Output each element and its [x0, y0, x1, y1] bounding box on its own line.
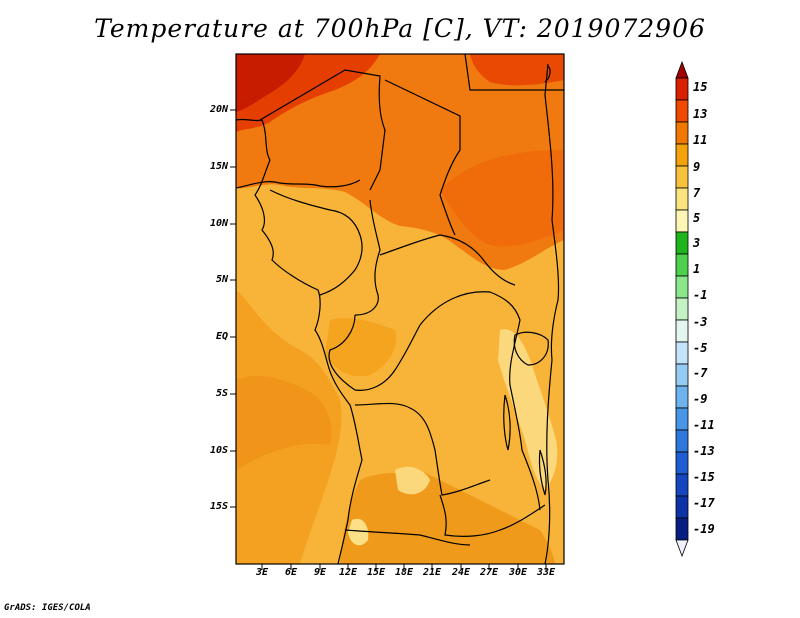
lon-label: 30E — [508, 567, 528, 578]
car-border — [379, 234, 516, 286]
colorbar-label: 7 — [693, 186, 701, 200]
niger-border — [259, 69, 386, 191]
colorbar-label: 15 — [693, 80, 708, 94]
borders — [236, 54, 564, 564]
colorbar-label: 3 — [693, 236, 701, 250]
zambia-border — [439, 494, 546, 537]
colorbar-bottom-arrow — [675, 539, 689, 558]
colorbar-swatch — [675, 385, 689, 409]
colorbar-label: -11 — [693, 418, 715, 432]
colorbar-label: -3 — [693, 315, 708, 329]
colorbar-label: 9 — [693, 160, 701, 174]
lon-label: 18E — [394, 567, 414, 578]
lake-malawi — [538, 449, 547, 496]
colorbar-swatch — [675, 407, 689, 431]
colorbar-label: -5 — [693, 341, 708, 355]
colorbar — [675, 60, 689, 558]
colorbar-swatch — [675, 187, 689, 211]
colorbar-label: -19 — [693, 522, 715, 536]
colorbar-swatch — [675, 297, 689, 321]
colorbar-swatch — [675, 495, 689, 519]
drc-border — [419, 291, 541, 511]
lat-label: 20N — [209, 104, 228, 115]
lat-label: 15S — [209, 501, 228, 512]
east-border — [544, 63, 560, 564]
lon-label: 6E — [284, 567, 298, 578]
temp-band-9-11-south — [340, 470, 555, 564]
colorbar-label: 5 — [693, 211, 701, 225]
temp-band-5-7-patch2 — [348, 518, 369, 546]
colorbar-swatch — [675, 451, 689, 475]
lon-label: 24E — [451, 567, 471, 578]
lat-label: 15N — [209, 161, 228, 172]
colorbar-label: -1 — [693, 288, 708, 302]
colorbar-swatch — [675, 77, 689, 101]
nile-feature — [544, 65, 551, 83]
lat-label: 5S — [215, 388, 228, 399]
lon-label: 15E — [366, 567, 386, 578]
temp-band-13-15-ne — [470, 54, 564, 86]
colorbar-swatch — [675, 253, 689, 277]
west-coastline — [236, 118, 363, 564]
colorbar-swatch — [675, 517, 689, 541]
colorbar-swatch — [675, 319, 689, 343]
colorbar-label: -13 — [693, 444, 715, 458]
colorbar-swatch — [675, 231, 689, 255]
colorbar-swatch — [675, 363, 689, 387]
lon-label: 27E — [479, 567, 499, 578]
colorbar-label: 11 — [693, 133, 708, 147]
colorbar-swatch — [675, 99, 689, 123]
lat-label: 10S — [209, 445, 228, 456]
lon-label: 12E — [338, 567, 358, 578]
temp-band-5-7-patch — [395, 466, 430, 495]
colorbar-swatch — [675, 429, 689, 453]
namibia-border — [344, 529, 471, 546]
temp-band-9-11-center — [325, 318, 397, 377]
map-frame — [235, 53, 565, 565]
temperature-field — [236, 54, 564, 564]
colorbar-label: -9 — [693, 392, 708, 406]
colorbar-label: -7 — [693, 366, 708, 380]
colorbar-swatch — [675, 165, 689, 189]
lon-label: 33E — [536, 567, 556, 578]
temp-band-11-13-east — [440, 150, 564, 247]
lat-label: EQ — [215, 331, 228, 342]
colorbar-swatch — [675, 473, 689, 497]
grads-credit: GrADS: IGES/COLA — [4, 603, 91, 613]
temp-band-9-11-southwest — [236, 375, 332, 470]
axis-ticks — [230, 109, 547, 570]
lon-label: 9E — [313, 567, 327, 578]
colorbar-swatch — [675, 209, 689, 233]
chart-title: Temperature at 700hPa [C], VT: 201907290… — [94, 14, 706, 43]
colorbar-top-arrow — [675, 60, 689, 79]
colorbar-label: -15 — [693, 470, 715, 484]
angola-border — [354, 402, 491, 496]
colorbar-label: 13 — [693, 107, 708, 121]
temp-band-above-15 — [236, 54, 305, 112]
lon-label: 3E — [255, 567, 269, 578]
sudan-border — [464, 54, 564, 91]
colorbar-label: -17 — [693, 496, 715, 510]
lake-victoria — [513, 331, 549, 366]
nigeria-border — [269, 189, 363, 296]
lat-label: 10N — [209, 218, 228, 229]
lon-label: 21E — [422, 567, 442, 578]
temp-band-5-7-east — [498, 329, 558, 490]
colorbar-swatch — [675, 121, 689, 145]
colorbar-swatch — [675, 341, 689, 365]
colorbar-swatch — [675, 275, 689, 299]
mauritania-border — [236, 179, 361, 189]
colorbar-label: 1 — [693, 262, 701, 276]
congo-border — [328, 314, 421, 391]
chad-border — [384, 79, 461, 236]
lake-tanganyika — [503, 394, 511, 451]
colorbar-swatch — [675, 143, 689, 167]
cameroon-border — [354, 199, 381, 316]
lat-label: 5N — [215, 274, 228, 285]
